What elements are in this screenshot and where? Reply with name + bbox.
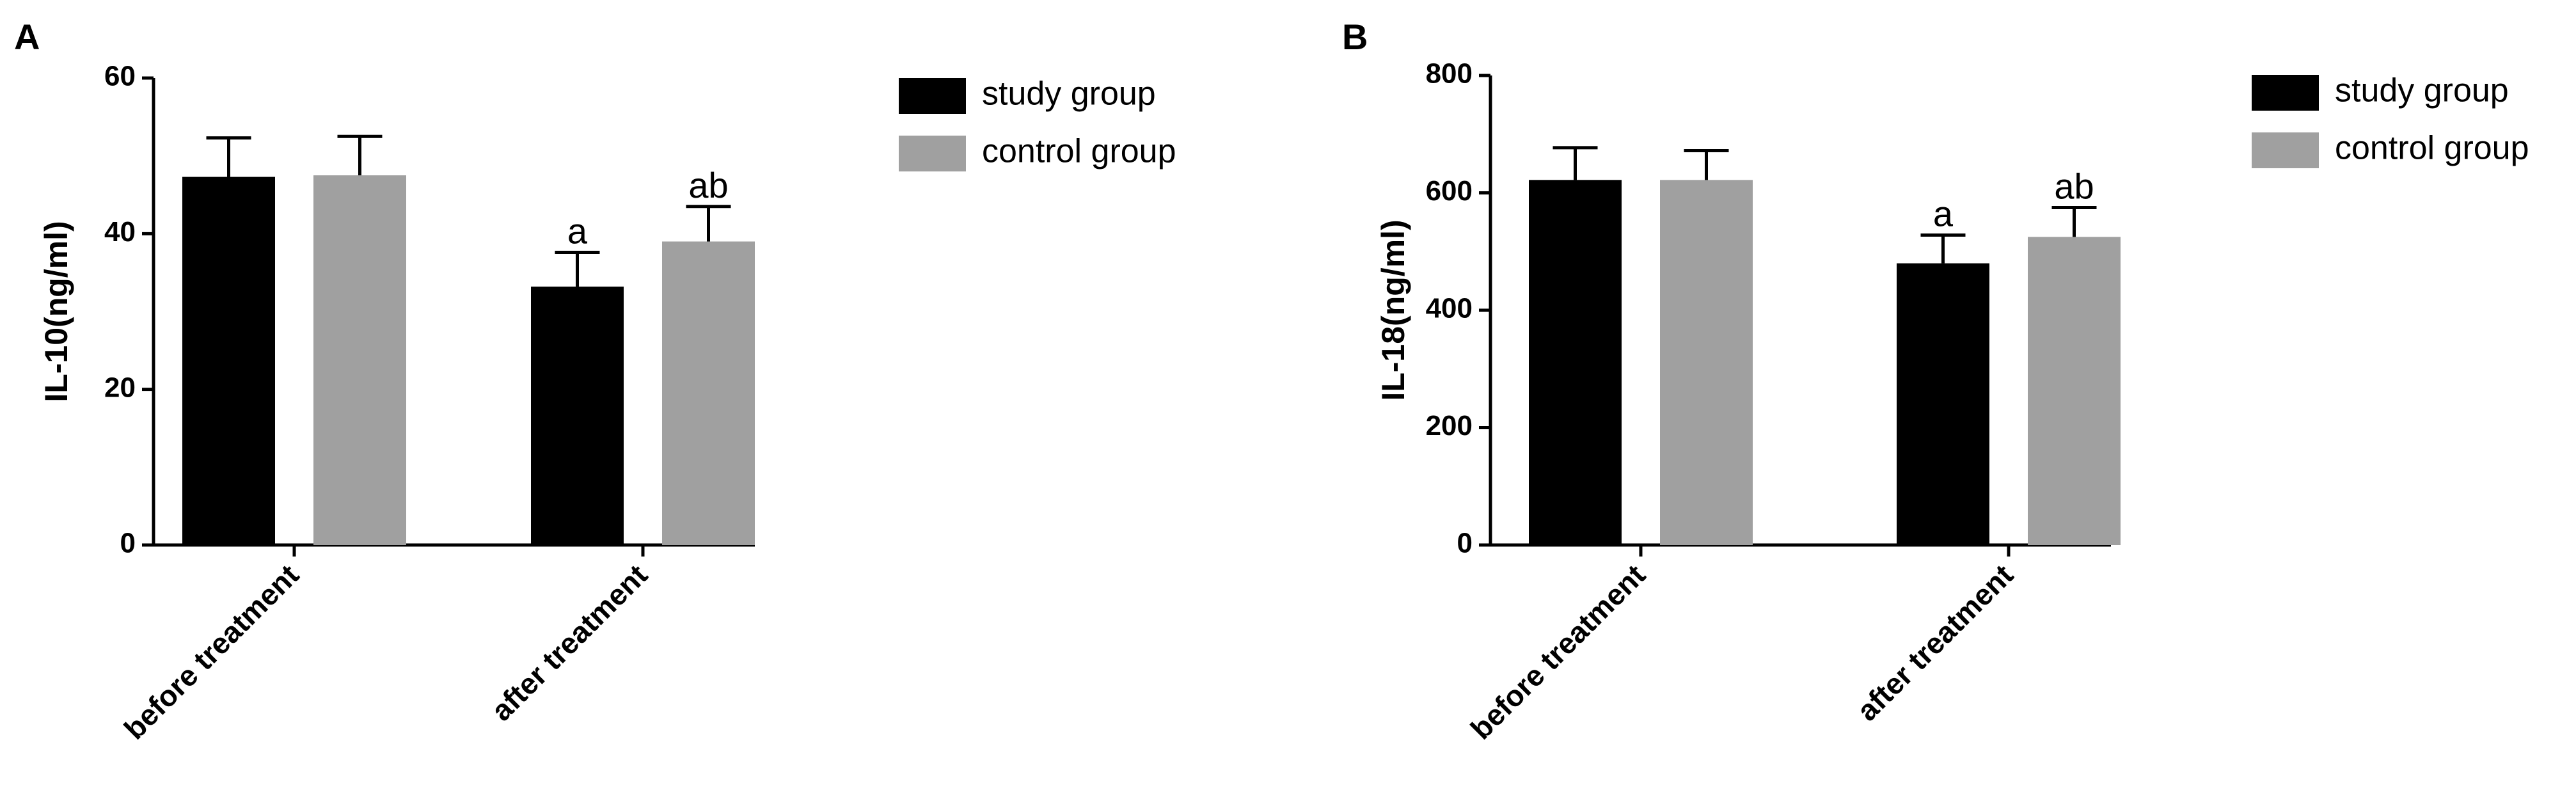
y-axis-label: IL-18(ng/ml) [1375,219,1411,400]
bar [2028,237,2121,545]
legend-label: study group [2335,72,2509,109]
y-tick-label: 0 [1457,528,1473,559]
panel-b: B 0 200 400 600 800 IL-18(ng/ml) before treatme… [1342,17,2529,746]
legend-label: study group [982,75,1156,113]
y-tick-label: 800 [1426,58,1473,90]
legend-label: control group [2335,130,2529,167]
y-axis-label: IL-10(ng/ml) [38,221,74,402]
y-tick-label: 60 [104,61,136,92]
x-tick-label: before treatment [118,558,305,745]
y-tick-label: 0 [120,528,136,559]
bar [1660,180,1753,545]
bar [531,287,624,545]
significance-label: ab [2054,166,2094,206]
legend-swatch [2252,75,2319,111]
bar [1529,180,1622,545]
y-tick-label: 600 [1426,175,1473,207]
significance-label: a [567,211,588,251]
bar [182,177,275,545]
legend-swatch [2252,132,2319,168]
significance-label: ab [688,165,728,205]
bar [313,175,406,545]
significance-label: a [1933,194,1954,234]
legend-swatch [899,136,966,171]
panel-label: B [1342,17,1368,57]
y-tick-label: 20 [104,372,136,403]
x-tick-label: after treatment [1851,558,2020,727]
bar [1897,263,1989,545]
panel-a: A 0 20 40 60 IL-10(ng/ml) before treatment a ab a… [14,17,1176,746]
x-tick-label: before treatment [1464,558,1652,745]
panel-label: A [14,17,40,57]
bar [662,241,755,545]
y-tick-label: 40 [104,216,136,248]
y-tick-label: 200 [1426,410,1473,441]
legend-swatch [899,78,966,114]
legend-label: control group [982,133,1176,170]
y-tick-label: 400 [1426,293,1473,324]
x-tick-label: after treatment [485,558,654,727]
